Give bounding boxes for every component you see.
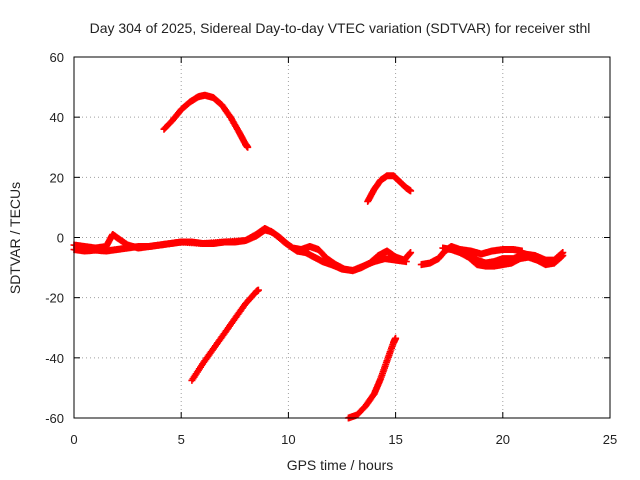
series-arc-lower-1 — [188, 286, 262, 384]
y-tick-label: 0 — [57, 231, 64, 246]
x-axis-title: GPS time / hours — [287, 457, 394, 473]
series-markers — [160, 91, 252, 151]
series-markers — [456, 246, 526, 258]
y-tick-label: 40 — [50, 110, 64, 125]
series-markers — [364, 172, 415, 205]
x-tick-label: 10 — [281, 432, 295, 447]
axis-ticks: 0 5 10 15 20 25 -60 -40 -20 0 20 40 60 — [45, 50, 617, 447]
y-tick-label: -60 — [45, 411, 64, 426]
x-tick-label: 0 — [70, 432, 77, 447]
series-arc-upper-2 — [364, 172, 415, 205]
x-tick-label: 25 — [603, 432, 617, 447]
x-tick-label: 5 — [178, 432, 185, 447]
y-tick-label: -20 — [45, 291, 64, 306]
series-markers — [439, 244, 567, 270]
series-baseline-4 — [439, 244, 567, 270]
series-arc-upper-1 — [160, 91, 252, 151]
series-arc-lower-2 — [344, 334, 400, 422]
chart-title: Day 304 of 2025, Sidereal Day-to-day VTE… — [90, 20, 591, 36]
x-tick-label: 15 — [388, 432, 402, 447]
x-tick-label: 20 — [496, 432, 510, 447]
series-markers — [344, 334, 400, 422]
y-tick-label: -40 — [45, 351, 64, 366]
grid-lines — [74, 57, 610, 418]
data-series — [70, 91, 567, 422]
y-tick-label: 60 — [50, 50, 64, 65]
series-baseline-5 — [456, 246, 526, 258]
y-tick-label: 20 — [50, 170, 64, 185]
y-axis-title: SDTVAR / TECUs — [7, 182, 23, 294]
series-markers — [188, 286, 262, 384]
